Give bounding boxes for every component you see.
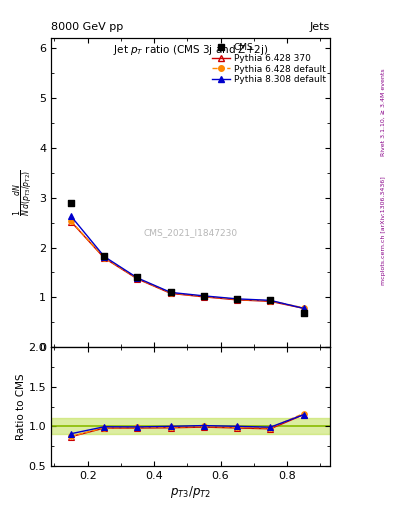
Point — [201, 292, 207, 301]
Y-axis label: $\frac{1}{N}\frac{dN}{d(p_{T3}/p_{T2})}$: $\frac{1}{N}\frac{dN}{d(p_{T3}/p_{T2})}$ — [12, 169, 36, 216]
Legend: CMS, Pythia 6.428 370, Pythia 6.428 default, Pythia 8.308 default: CMS, Pythia 6.428 370, Pythia 6.428 defa… — [210, 41, 327, 86]
Text: Jet $p_T$ ratio (CMS 3j and Z+2j): Jet $p_T$ ratio (CMS 3j and Z+2j) — [113, 43, 268, 57]
Text: CMS_2021_I1847230: CMS_2021_I1847230 — [143, 228, 238, 238]
Point — [134, 273, 141, 282]
Point — [167, 288, 174, 296]
Text: Rivet 3.1.10, ≥ 3.4M events: Rivet 3.1.10, ≥ 3.4M events — [381, 69, 386, 157]
Y-axis label: Ratio to CMS: Ratio to CMS — [16, 373, 26, 440]
X-axis label: $p_{T3}/p_{T2}$: $p_{T3}/p_{T2}$ — [170, 483, 211, 500]
Text: 8000 GeV pp: 8000 GeV pp — [51, 22, 123, 32]
Point — [300, 309, 307, 317]
Bar — [51, 418, 330, 434]
Text: Jets: Jets — [310, 22, 330, 32]
Text: mcplots.cern.ch [arXiv:1306.3436]: mcplots.cern.ch [arXiv:1306.3436] — [381, 176, 386, 285]
Point — [234, 295, 240, 303]
Point — [68, 199, 74, 207]
Point — [267, 296, 274, 304]
Point — [101, 252, 107, 260]
